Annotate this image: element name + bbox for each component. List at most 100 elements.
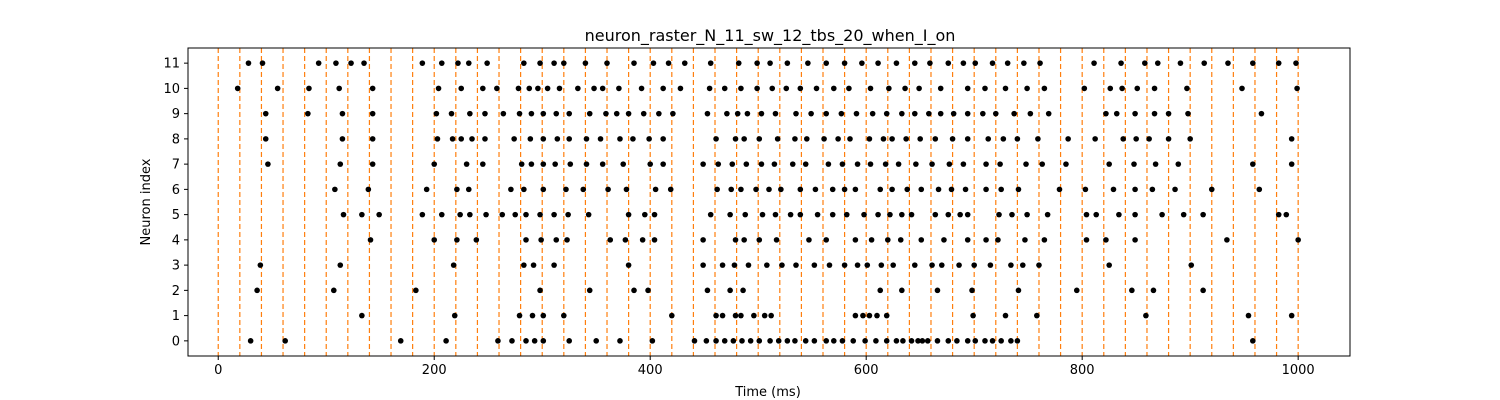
spike-point [948,186,955,193]
spike-point [738,312,744,319]
spike-point [934,287,941,294]
spike-point [640,110,647,117]
spike-point [823,338,830,344]
spike-point [649,338,656,344]
spike-point [867,85,874,92]
spike-point [458,136,465,142]
spike-point [812,186,819,193]
spike-point [772,110,779,117]
spike-point [985,136,992,142]
spike-point [700,161,706,167]
spike-point [1002,312,1009,319]
x-axis: 0 200 400 600 800 1000 [214,356,1315,378]
spike-point [333,60,339,66]
spike-point [866,136,873,142]
spike-point [918,186,925,193]
spike-point [660,136,666,142]
spike-point [583,161,590,167]
spike-point [348,60,354,66]
spike-point [964,110,971,117]
spike-point [1103,237,1109,243]
spike-point [934,338,941,344]
spike-point [802,338,809,344]
spike-point [1295,237,1301,243]
spike-point [741,136,747,142]
spike-point [929,262,935,268]
spike-point [938,262,945,268]
spike-point [1119,85,1125,92]
spike-point [735,60,742,66]
spike-point [753,186,759,193]
spike-point [511,136,517,142]
x-tick-label: 600 [854,363,879,378]
spike-point [482,110,488,117]
spike-point [969,287,975,294]
spike-point [458,85,465,92]
spike-point [996,211,1002,218]
spike-point [861,211,867,218]
spike-point [1073,287,1080,294]
spike-point [950,110,957,117]
spike-point [332,186,338,193]
spike-point [792,338,798,344]
spike-point [480,161,486,167]
spike-point [1000,136,1007,142]
spike-point [884,237,891,243]
spike-point [1200,287,1206,294]
spike-point [265,161,271,167]
spike-point [778,186,784,193]
spike-point [262,136,269,142]
spike-point [330,287,337,294]
spike-point [500,110,507,117]
spike-point [607,237,614,243]
spike-point [599,85,606,92]
spike-point [1151,85,1158,92]
spike-point [617,338,623,344]
spike-point [561,312,567,319]
spike-point [823,60,830,66]
spike-point [956,262,962,268]
spike-point [465,60,472,66]
spike-point [793,110,799,117]
spike-point [656,110,662,117]
spike-point [537,60,543,66]
spike-point [980,110,986,117]
spike-point [883,338,890,344]
spike-point [797,85,804,92]
spike-point [721,338,728,344]
spike-point [526,85,533,92]
spike-point [1027,110,1034,117]
spike-point [729,161,736,167]
spike-point [803,136,810,142]
spike-point [528,110,535,117]
spike-point [1009,211,1015,218]
spike-point [625,110,632,117]
spike-point [457,211,463,218]
y-tick-label: 11 [163,57,180,72]
spike-point [1283,211,1290,218]
spike-point [467,110,473,117]
stimulus-lines [217,48,1299,356]
y-axis-label: Neuron index [139,158,154,245]
spike-point [1004,60,1011,66]
spike-point [1146,136,1152,142]
spike-point [899,287,905,294]
spike-point [1082,186,1089,193]
spike-point [964,85,971,92]
spike-point [1132,237,1138,243]
x-tick-label: 1000 [1282,363,1315,378]
spike-point [742,211,749,218]
spike-point [779,262,785,268]
spike-point [1175,161,1182,167]
spike-point [1034,312,1040,319]
spike-point [1172,186,1178,193]
spike-point [774,136,781,142]
spike-point [759,211,766,218]
spike-point [1106,161,1112,167]
spike-point [245,60,252,66]
spike-point [622,237,629,243]
spike-point [932,136,939,142]
spike-point [758,110,765,117]
spike-point [336,85,342,92]
spike-point [530,262,537,268]
